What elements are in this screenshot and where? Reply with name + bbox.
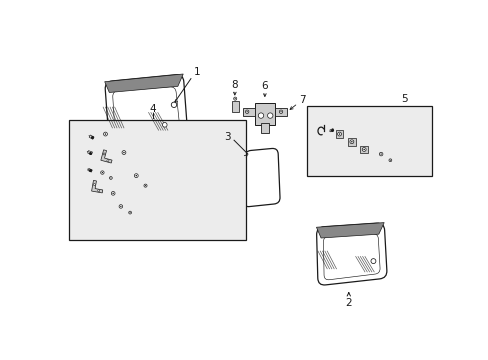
Circle shape (380, 153, 381, 155)
Circle shape (233, 97, 236, 100)
Circle shape (362, 148, 366, 152)
Text: 2: 2 (345, 298, 351, 308)
Circle shape (110, 177, 111, 179)
Circle shape (123, 152, 124, 153)
Polygon shape (329, 129, 333, 132)
Text: 5: 5 (401, 94, 407, 104)
Circle shape (349, 140, 353, 144)
Text: 7: 7 (299, 95, 305, 105)
Bar (335, 130, 343, 138)
Polygon shape (316, 222, 384, 238)
Circle shape (120, 206, 122, 207)
Circle shape (135, 175, 137, 176)
Circle shape (388, 159, 391, 162)
Circle shape (93, 184, 95, 185)
Bar (242, 108, 254, 116)
Text: 8: 8 (231, 80, 238, 90)
Circle shape (267, 113, 272, 118)
Polygon shape (88, 168, 92, 172)
Circle shape (129, 212, 130, 213)
Bar (231, 101, 238, 112)
Circle shape (101, 171, 104, 174)
Circle shape (370, 258, 375, 264)
Circle shape (144, 185, 146, 186)
Circle shape (104, 133, 106, 135)
Polygon shape (89, 135, 94, 139)
PathPatch shape (316, 223, 386, 285)
Circle shape (363, 149, 364, 150)
Polygon shape (101, 150, 112, 163)
Circle shape (162, 122, 167, 127)
Circle shape (103, 132, 107, 136)
Circle shape (119, 205, 122, 208)
Circle shape (112, 193, 114, 194)
Circle shape (234, 98, 235, 99)
Circle shape (338, 133, 340, 135)
Circle shape (337, 132, 341, 136)
FancyBboxPatch shape (68, 120, 245, 239)
PathPatch shape (243, 148, 280, 207)
Text: 3: 3 (224, 132, 231, 142)
Polygon shape (91, 180, 102, 193)
Text: 6: 6 (261, 81, 267, 91)
Circle shape (280, 111, 281, 112)
Circle shape (171, 102, 176, 108)
Circle shape (350, 141, 352, 143)
Circle shape (258, 113, 263, 118)
Circle shape (109, 176, 112, 179)
Circle shape (111, 192, 115, 195)
FancyBboxPatch shape (306, 106, 431, 176)
Circle shape (128, 211, 131, 214)
Bar (347, 138, 355, 145)
Circle shape (246, 111, 247, 112)
Circle shape (379, 152, 382, 156)
Circle shape (107, 159, 109, 162)
Circle shape (143, 184, 147, 187)
Circle shape (279, 110, 282, 113)
Circle shape (103, 153, 105, 155)
Bar (360, 145, 367, 153)
Text: 4: 4 (150, 104, 156, 114)
Bar (254, 103, 274, 125)
Bar (261, 123, 268, 132)
Polygon shape (104, 74, 183, 93)
Circle shape (134, 174, 138, 177)
Circle shape (98, 190, 100, 192)
Text: 1: 1 (193, 67, 200, 77)
Bar (274, 108, 286, 116)
Polygon shape (87, 150, 92, 154)
Circle shape (245, 110, 248, 113)
Circle shape (102, 172, 103, 173)
Circle shape (389, 160, 390, 161)
Circle shape (122, 150, 125, 154)
PathPatch shape (105, 75, 187, 144)
